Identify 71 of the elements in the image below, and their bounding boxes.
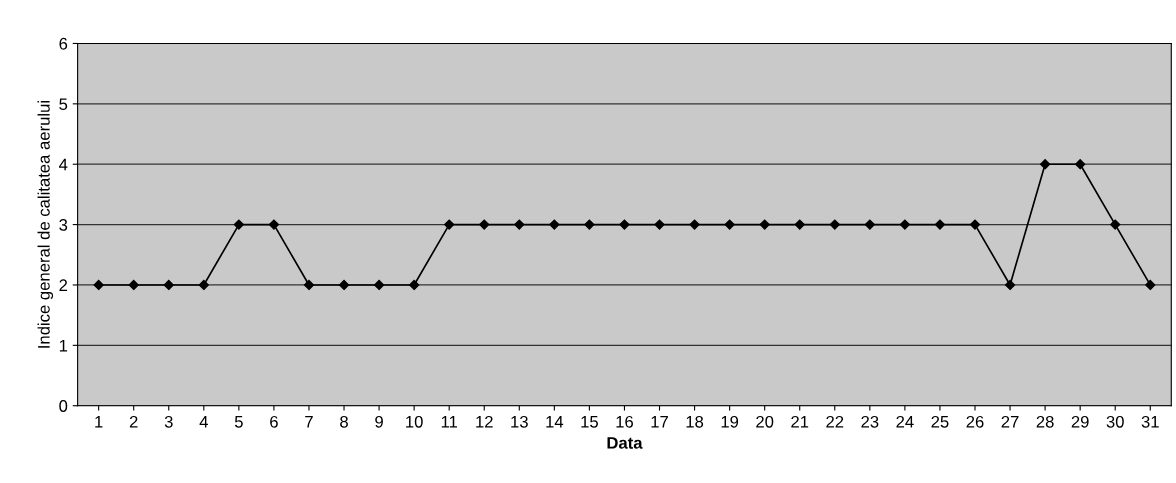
x-tick-label: 4 <box>199 416 208 428</box>
point <box>654 219 665 230</box>
point <box>934 219 946 230</box>
x-tick-label: 22 <box>826 415 844 428</box>
point <box>479 219 490 230</box>
point <box>93 279 104 291</box>
y-tick-label: 4 <box>59 158 68 171</box>
point <box>1110 219 1121 230</box>
y-tick-label: 5 <box>59 98 68 111</box>
point <box>303 279 315 291</box>
y-axis-title: Indice general de calitatea aerului <box>37 101 54 348</box>
point <box>794 219 805 230</box>
point <box>1004 279 1016 291</box>
x-tick-label: 19 <box>721 415 739 428</box>
point <box>549 219 560 230</box>
point <box>759 219 770 230</box>
y-tick-label: 6 <box>59 37 68 50</box>
x-tick-label: 23 <box>861 415 879 428</box>
point <box>233 219 244 230</box>
x-tick-label: 24 <box>896 415 914 428</box>
x-tick-label: 12 <box>476 415 493 428</box>
point <box>969 219 981 230</box>
x-tick-label: 28 <box>1036 415 1054 428</box>
point <box>163 279 174 291</box>
x-tick-label: 14 <box>546 416 564 428</box>
point <box>619 219 630 230</box>
point <box>1145 279 1156 291</box>
x-tick-label: 20 <box>756 415 774 428</box>
point <box>829 219 840 230</box>
x-tick-label: 3 <box>164 415 173 428</box>
point <box>689 219 700 230</box>
point <box>338 279 350 291</box>
point <box>268 219 280 230</box>
x-axis-title: Data <box>607 437 643 449</box>
x-tick-label: 25 <box>931 415 949 428</box>
x-tick-label: 21 <box>791 415 809 428</box>
point <box>373 279 385 291</box>
point <box>514 219 525 230</box>
x-tick-label: 5 <box>234 416 243 428</box>
y-tick-label: 2 <box>59 279 68 292</box>
x-tick-label: 16 <box>616 415 633 428</box>
point <box>1075 159 1086 170</box>
x-tick-label: 15 <box>581 416 598 428</box>
x-tick-label: 7 <box>305 416 313 428</box>
point <box>444 219 455 230</box>
y-tick-label: 1 <box>59 339 68 352</box>
point <box>198 279 209 291</box>
x-tick-label: 2 <box>129 415 138 428</box>
x-tick-label: 31 <box>1141 415 1159 428</box>
x-tick-label: 27 <box>1001 415 1019 428</box>
x-tick-label: 8 <box>340 415 348 428</box>
point <box>1039 159 1051 170</box>
x-tick-label: 9 <box>375 415 383 428</box>
x-tick-label: 30 <box>1106 415 1124 428</box>
x-tick-label: 6 <box>270 415 278 428</box>
point <box>724 219 735 230</box>
point <box>584 219 595 230</box>
point <box>409 279 420 291</box>
x-tick-label: 13 <box>511 415 528 428</box>
y-tick-label: 0 <box>59 400 68 412</box>
point <box>128 279 139 291</box>
x-tick-label: 17 <box>651 416 668 428</box>
x-tick-label: 26 <box>966 415 984 428</box>
point <box>899 219 911 230</box>
x-tick-label: 18 <box>686 415 704 428</box>
y-tick-label: 3 <box>59 219 68 231</box>
x-tick-label: 1 <box>95 416 103 428</box>
point <box>864 219 875 230</box>
x-tick-label: 10 <box>406 415 423 428</box>
x-tick-label: 29 <box>1071 415 1089 428</box>
x-tick-label: 11 <box>441 416 458 428</box>
